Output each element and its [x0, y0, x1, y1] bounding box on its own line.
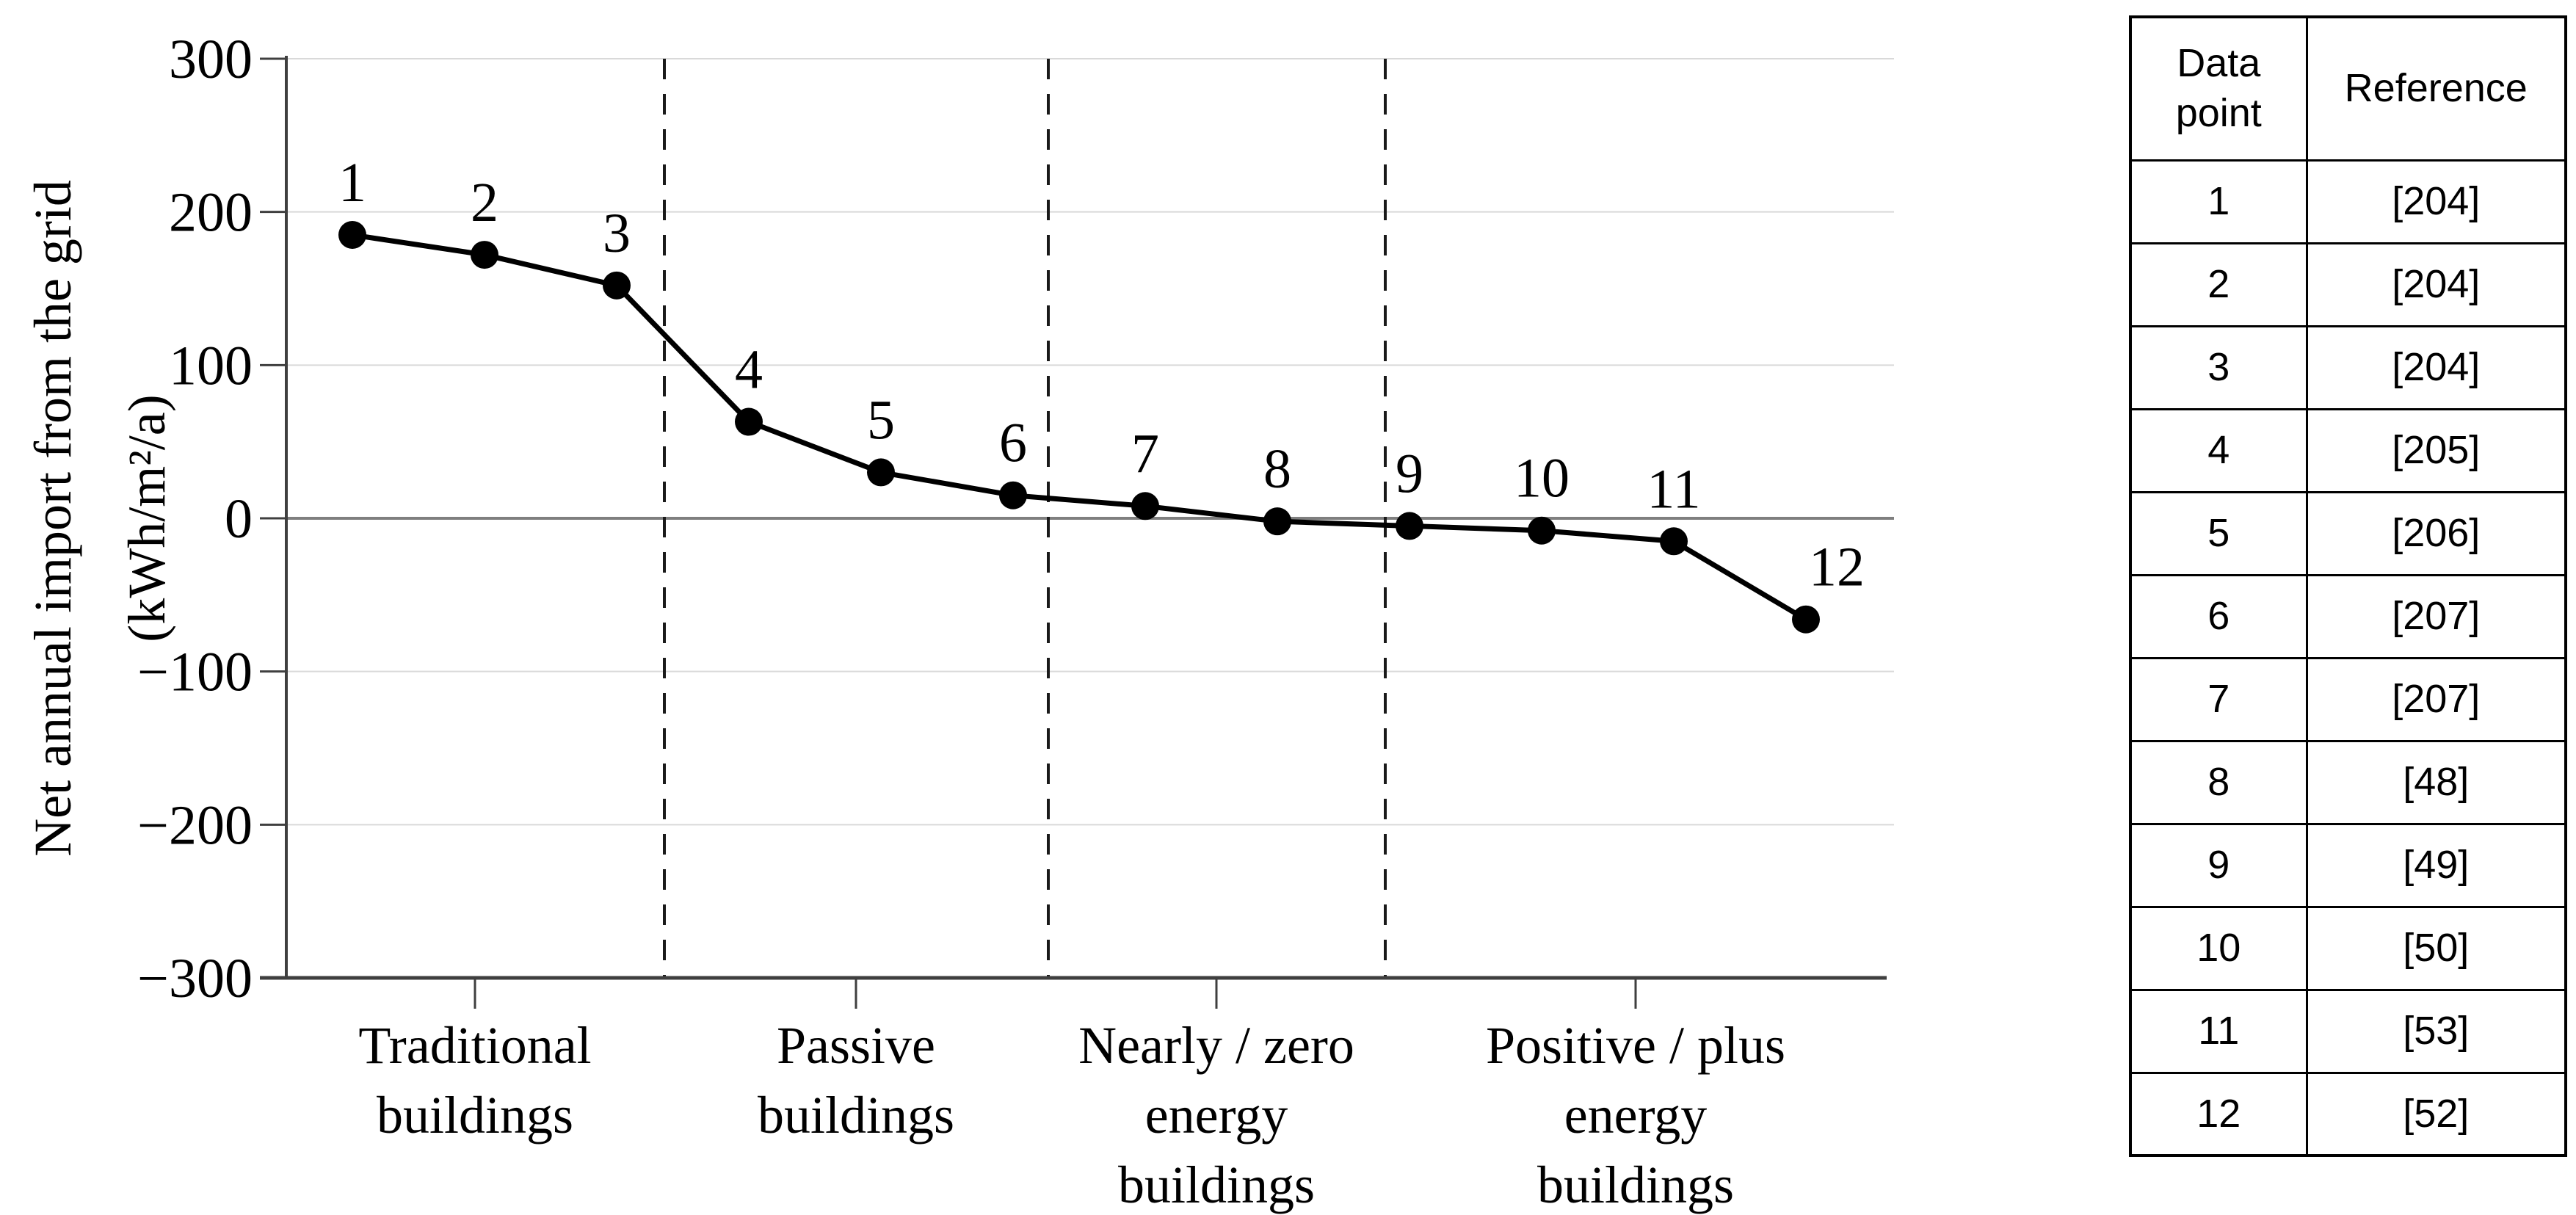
reference-table-row: 11 [53] [2129, 988, 2567, 1074]
reference-table-row: 7 [207] [2129, 656, 2567, 742]
reference-cell: [207] [2305, 573, 2567, 659]
data-point-cell: 9 [2129, 822, 2308, 908]
reference-table-body: 1 [204] 2 [204] 3 [204] 4 [205] 5 [206] 6 [207] 7 [20… [2129, 159, 2567, 1157]
reference-cell: [50] [2305, 905, 2567, 991]
category-label-line: Positive / plus [1486, 1016, 1785, 1075]
reference-table-row: 8 [48] [2129, 739, 2567, 825]
point-marker [1131, 492, 1159, 521]
category-label-line: buildings [1537, 1156, 1734, 1214]
reference-cell: [49] [2305, 822, 2567, 908]
point-label: 8 [1263, 438, 1291, 500]
category-label-line: energy [1145, 1086, 1288, 1145]
y-tick-label: −100 [137, 642, 253, 703]
reference-table-row: 9 [49] [2129, 822, 2567, 908]
reference-cell: [207] [2305, 656, 2567, 742]
point-marker [338, 220, 366, 249]
point-label: 7 [1131, 423, 1159, 485]
reference-cell: [205] [2305, 407, 2567, 493]
reference-table: Data point Reference 1 [204] 2 [204] 3 [204] 4… [2129, 15, 2567, 1157]
reference-table-row: 1 [204] [2129, 159, 2567, 244]
data-point-cell: 1 [2129, 159, 2308, 244]
category-label-line: energy [1564, 1086, 1708, 1145]
data-point-cell: 5 [2129, 490, 2308, 576]
header-data-point: Data point [2129, 15, 2308, 162]
reference-table-row: 5 [206] [2129, 490, 2567, 576]
data-point-cell: 12 [2129, 1071, 2308, 1157]
reference-cell: [204] [2305, 324, 2567, 410]
y-tick-label: 200 [169, 182, 253, 244]
point-marker [735, 407, 763, 436]
data-point-cell: 7 [2129, 656, 2308, 742]
reference-cell: [204] [2305, 242, 2567, 327]
data-line [349, 232, 1809, 623]
y-tick-label: 300 [169, 29, 253, 90]
category-label: Traditional buildings [358, 1016, 591, 1145]
point-label: 5 [867, 389, 895, 451]
reference-cell: [53] [2305, 988, 2567, 1074]
data-point-cell: 11 [2129, 988, 2308, 1074]
reference-cell: [206] [2305, 490, 2567, 576]
point-label: 6 [999, 413, 1027, 474]
point-marker [1396, 512, 1423, 540]
point-label: 9 [1396, 443, 1423, 504]
category-label-line: Nearly / zero [1078, 1016, 1354, 1075]
category-label: Positive / plus energy buildings [1486, 1016, 1785, 1214]
reference-table-row: 10 [50] [2129, 905, 2567, 991]
point-label: 12 [1809, 537, 1865, 598]
point-label: 1 [338, 152, 366, 214]
point-marker [471, 241, 498, 269]
reference-cell: [48] [2305, 739, 2567, 825]
y-tick-label: 100 [169, 335, 253, 396]
category-label-line: Passive [777, 1016, 935, 1075]
chart: 300 200 100 0 −100 −200 −300 Net annual import … [23, 29, 1894, 1214]
y-tick-label: 0 [225, 488, 253, 550]
data-point-cell: 10 [2129, 905, 2308, 991]
reference-table-row: 2 [204] [2129, 242, 2567, 327]
data-point-cell: 8 [2129, 739, 2308, 825]
data-point-cell: 6 [2129, 573, 2308, 659]
data-point-cell: 2 [2129, 242, 2308, 327]
header-reference: Reference [2305, 15, 2567, 162]
point-marker [603, 271, 631, 300]
data-point-cell: 4 [2129, 407, 2308, 493]
point-marker [1263, 507, 1291, 536]
category-label: Passive buildings [758, 1016, 954, 1145]
point-label: 2 [471, 172, 498, 233]
y-tick-label: −200 [137, 794, 253, 856]
point-marker [1792, 605, 1820, 634]
category-label-line: buildings [758, 1086, 954, 1145]
point-label: 10 [1514, 448, 1570, 509]
point-label: 4 [735, 339, 763, 401]
reference-cell: [52] [2305, 1071, 2567, 1157]
reference-table-header-row: Data point Reference [2129, 15, 2567, 162]
y-axis-title-line: Net annual import from the grid [23, 180, 82, 857]
category-label-line: buildings [1118, 1156, 1315, 1214]
category-label-line: buildings [377, 1086, 573, 1145]
reference-table-row: 6 [207] [2129, 573, 2567, 659]
reference-table-row: 3 [204] [2129, 324, 2567, 410]
reference-table-row: 4 [205] [2129, 407, 2567, 493]
point-label: 3 [603, 203, 631, 264]
data-point-cell: 3 [2129, 324, 2308, 410]
point-marker [999, 481, 1027, 509]
reference-cell: [204] [2305, 159, 2567, 244]
point-marker [1660, 527, 1688, 556]
point-label: 11 [1647, 458, 1700, 520]
point-marker [1528, 516, 1556, 545]
y-tick-label: −300 [137, 948, 253, 1009]
category-label-line: Traditional [358, 1016, 591, 1075]
reference-table-row: 12 [52] [2129, 1071, 2567, 1157]
y-axis-title-line: (kWh/m²/a) [117, 394, 176, 642]
category-label: Nearly / zero energy buildings [1078, 1016, 1354, 1214]
point-marker [867, 458, 895, 487]
